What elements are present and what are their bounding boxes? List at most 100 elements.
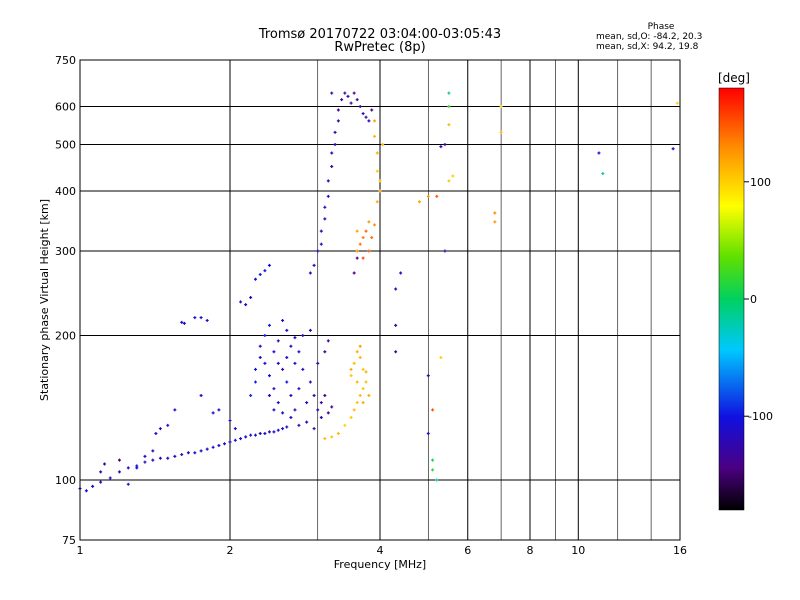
echo-point bbox=[326, 194, 330, 198]
echo-point bbox=[173, 454, 177, 458]
echo-point bbox=[316, 361, 320, 365]
echo-point bbox=[143, 460, 147, 464]
echo-point bbox=[675, 101, 679, 105]
echo-point bbox=[336, 108, 340, 112]
echo-point bbox=[378, 189, 382, 193]
echo-point bbox=[330, 435, 334, 439]
echo-point bbox=[84, 489, 88, 493]
echo-point bbox=[435, 478, 439, 482]
echo-point bbox=[361, 387, 365, 391]
x-tick-label: 2 bbox=[227, 544, 234, 557]
echo-point bbox=[361, 401, 365, 405]
echo-point bbox=[323, 350, 327, 354]
echo-point bbox=[253, 433, 257, 437]
echo-point bbox=[370, 108, 374, 112]
echo-point bbox=[253, 380, 257, 384]
x-axis-label: Frequency [MHz] bbox=[334, 558, 426, 571]
y-tick-label: 400 bbox=[55, 185, 76, 198]
echo-point bbox=[267, 430, 271, 434]
echo-point bbox=[126, 482, 130, 486]
echo-point bbox=[276, 401, 280, 405]
echo-point bbox=[249, 433, 253, 437]
echo-point bbox=[301, 367, 305, 371]
y-tick-label: 750 bbox=[55, 54, 76, 67]
phase-o-stats: mean, sd,O: -84.2, 20.3 bbox=[596, 32, 703, 42]
echo-point bbox=[276, 339, 280, 343]
echo-point bbox=[358, 242, 362, 246]
echo-point bbox=[193, 451, 197, 455]
echo-point bbox=[151, 458, 155, 462]
y-tick-label: 100 bbox=[55, 474, 76, 487]
echo-point bbox=[272, 430, 276, 434]
echo-point bbox=[330, 151, 334, 155]
echo-point bbox=[308, 380, 312, 384]
echo-point bbox=[276, 361, 280, 365]
echo-point bbox=[182, 321, 186, 325]
echo-point bbox=[199, 316, 203, 320]
echo-point bbox=[263, 361, 267, 365]
echo-point bbox=[399, 271, 403, 275]
echo-point bbox=[367, 249, 371, 253]
echo-point bbox=[166, 456, 170, 460]
echo-point bbox=[312, 263, 316, 267]
echo-point bbox=[316, 408, 320, 412]
echo-point bbox=[431, 458, 435, 462]
echo-point bbox=[217, 444, 221, 448]
echo-point bbox=[355, 229, 359, 233]
echo-point bbox=[493, 211, 497, 215]
colorbar-tick-label: -100 bbox=[748, 410, 773, 423]
echo-point bbox=[355, 98, 359, 102]
echo-point bbox=[358, 355, 362, 359]
echo-point bbox=[319, 401, 323, 405]
echo-point bbox=[381, 143, 385, 147]
echo-point bbox=[272, 387, 276, 391]
echo-point bbox=[349, 367, 353, 371]
echo-point bbox=[166, 423, 170, 427]
echo-point bbox=[258, 355, 262, 359]
echo-point bbox=[326, 179, 330, 183]
echo-point bbox=[249, 296, 253, 300]
echo-point bbox=[355, 256, 359, 260]
echo-point bbox=[340, 98, 344, 102]
echo-point bbox=[205, 318, 209, 322]
echo-point bbox=[319, 415, 323, 419]
echo-point bbox=[375, 151, 379, 155]
echo-point bbox=[281, 427, 285, 431]
x-tick-label: 8 bbox=[527, 544, 534, 557]
x-tick-labels: 1 2 4 6 8 10 16 bbox=[77, 544, 688, 557]
echo-point bbox=[281, 367, 285, 371]
echo-point bbox=[276, 428, 280, 432]
echo-point bbox=[293, 336, 297, 340]
echo-point bbox=[394, 350, 398, 354]
x-tick-label: 16 bbox=[673, 544, 687, 557]
echo-point bbox=[180, 320, 184, 324]
echo-point bbox=[358, 344, 362, 348]
echo-point bbox=[352, 91, 356, 95]
colorbar bbox=[718, 87, 745, 511]
echo-point bbox=[431, 408, 435, 412]
echo-point bbox=[352, 408, 356, 412]
echo-point bbox=[597, 151, 601, 155]
echo-point bbox=[493, 220, 497, 224]
echo-point bbox=[301, 334, 305, 338]
echo-point bbox=[323, 217, 327, 221]
echo-point bbox=[186, 451, 190, 455]
echo-point bbox=[285, 425, 289, 429]
echo-point bbox=[499, 130, 503, 134]
echo-point bbox=[281, 318, 285, 322]
echo-point bbox=[258, 432, 262, 436]
plot-frame bbox=[79, 59, 681, 541]
echo-point bbox=[323, 205, 327, 209]
grid-lines bbox=[80, 60, 680, 540]
echo-point bbox=[99, 470, 103, 474]
echo-point bbox=[358, 105, 362, 109]
y-tick-labels: 75 100 200 300 400 500 600 750 bbox=[55, 54, 76, 547]
echo-point bbox=[370, 236, 374, 240]
echo-point bbox=[108, 476, 112, 480]
echo-point bbox=[435, 194, 439, 198]
echo-point bbox=[361, 367, 365, 371]
echo-point bbox=[367, 119, 371, 123]
echo-point bbox=[99, 480, 103, 484]
y-tick-label: 75 bbox=[62, 534, 76, 547]
echo-point bbox=[289, 394, 293, 398]
